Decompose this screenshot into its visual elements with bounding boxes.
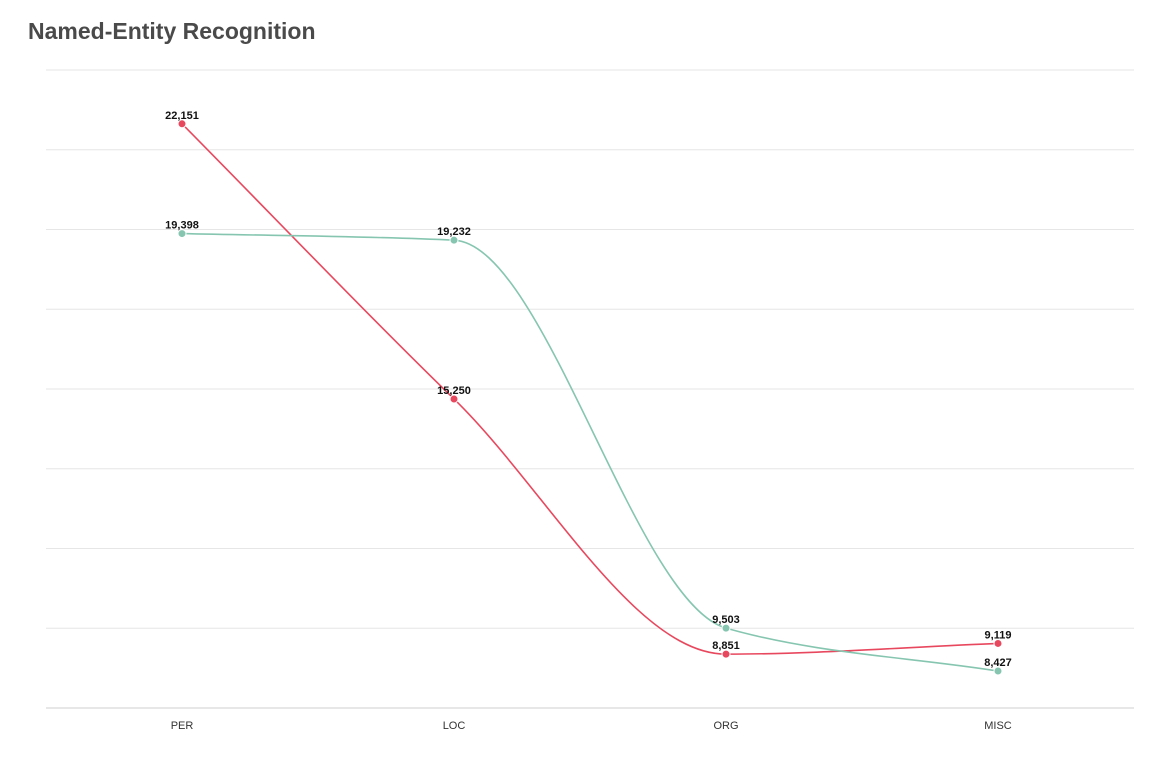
data-label: 19,398 xyxy=(165,220,199,232)
data-label: 9,503 xyxy=(712,614,740,626)
x-tick-label: PER xyxy=(171,720,194,732)
data-point[interactable] xyxy=(177,229,187,239)
data-points xyxy=(177,119,1003,676)
gridlines xyxy=(46,69,1134,709)
data-label: 9,119 xyxy=(985,629,1012,641)
data-label: 19,232 xyxy=(437,226,471,238)
data-label: 22,151 xyxy=(165,110,199,122)
data-point[interactable] xyxy=(449,235,459,245)
series-line-2 xyxy=(181,232,999,672)
data-labels: 22,151 15,250 8,851 9,119 19,398 19,232 9,503 8… xyxy=(165,110,1012,669)
chart-title: Named-Entity Recognition xyxy=(28,18,316,44)
series-lines xyxy=(181,123,999,672)
data-point[interactable] xyxy=(177,119,187,129)
data-point[interactable] xyxy=(449,394,459,404)
x-tick-label: MISC xyxy=(984,720,1012,732)
data-point[interactable] xyxy=(993,666,1003,676)
x-tick-label: LOC xyxy=(443,720,466,732)
data-point[interactable] xyxy=(721,623,731,633)
data-point[interactable] xyxy=(721,649,731,659)
data-label: 8,851 xyxy=(712,640,740,652)
data-label: 15,250 xyxy=(437,385,471,397)
data-point[interactable] xyxy=(993,638,1003,648)
data-label: 8,427 xyxy=(984,657,1012,669)
x-tick-label: ORG xyxy=(713,720,738,732)
x-axis: PER LOC ORG MISC xyxy=(171,720,1012,732)
